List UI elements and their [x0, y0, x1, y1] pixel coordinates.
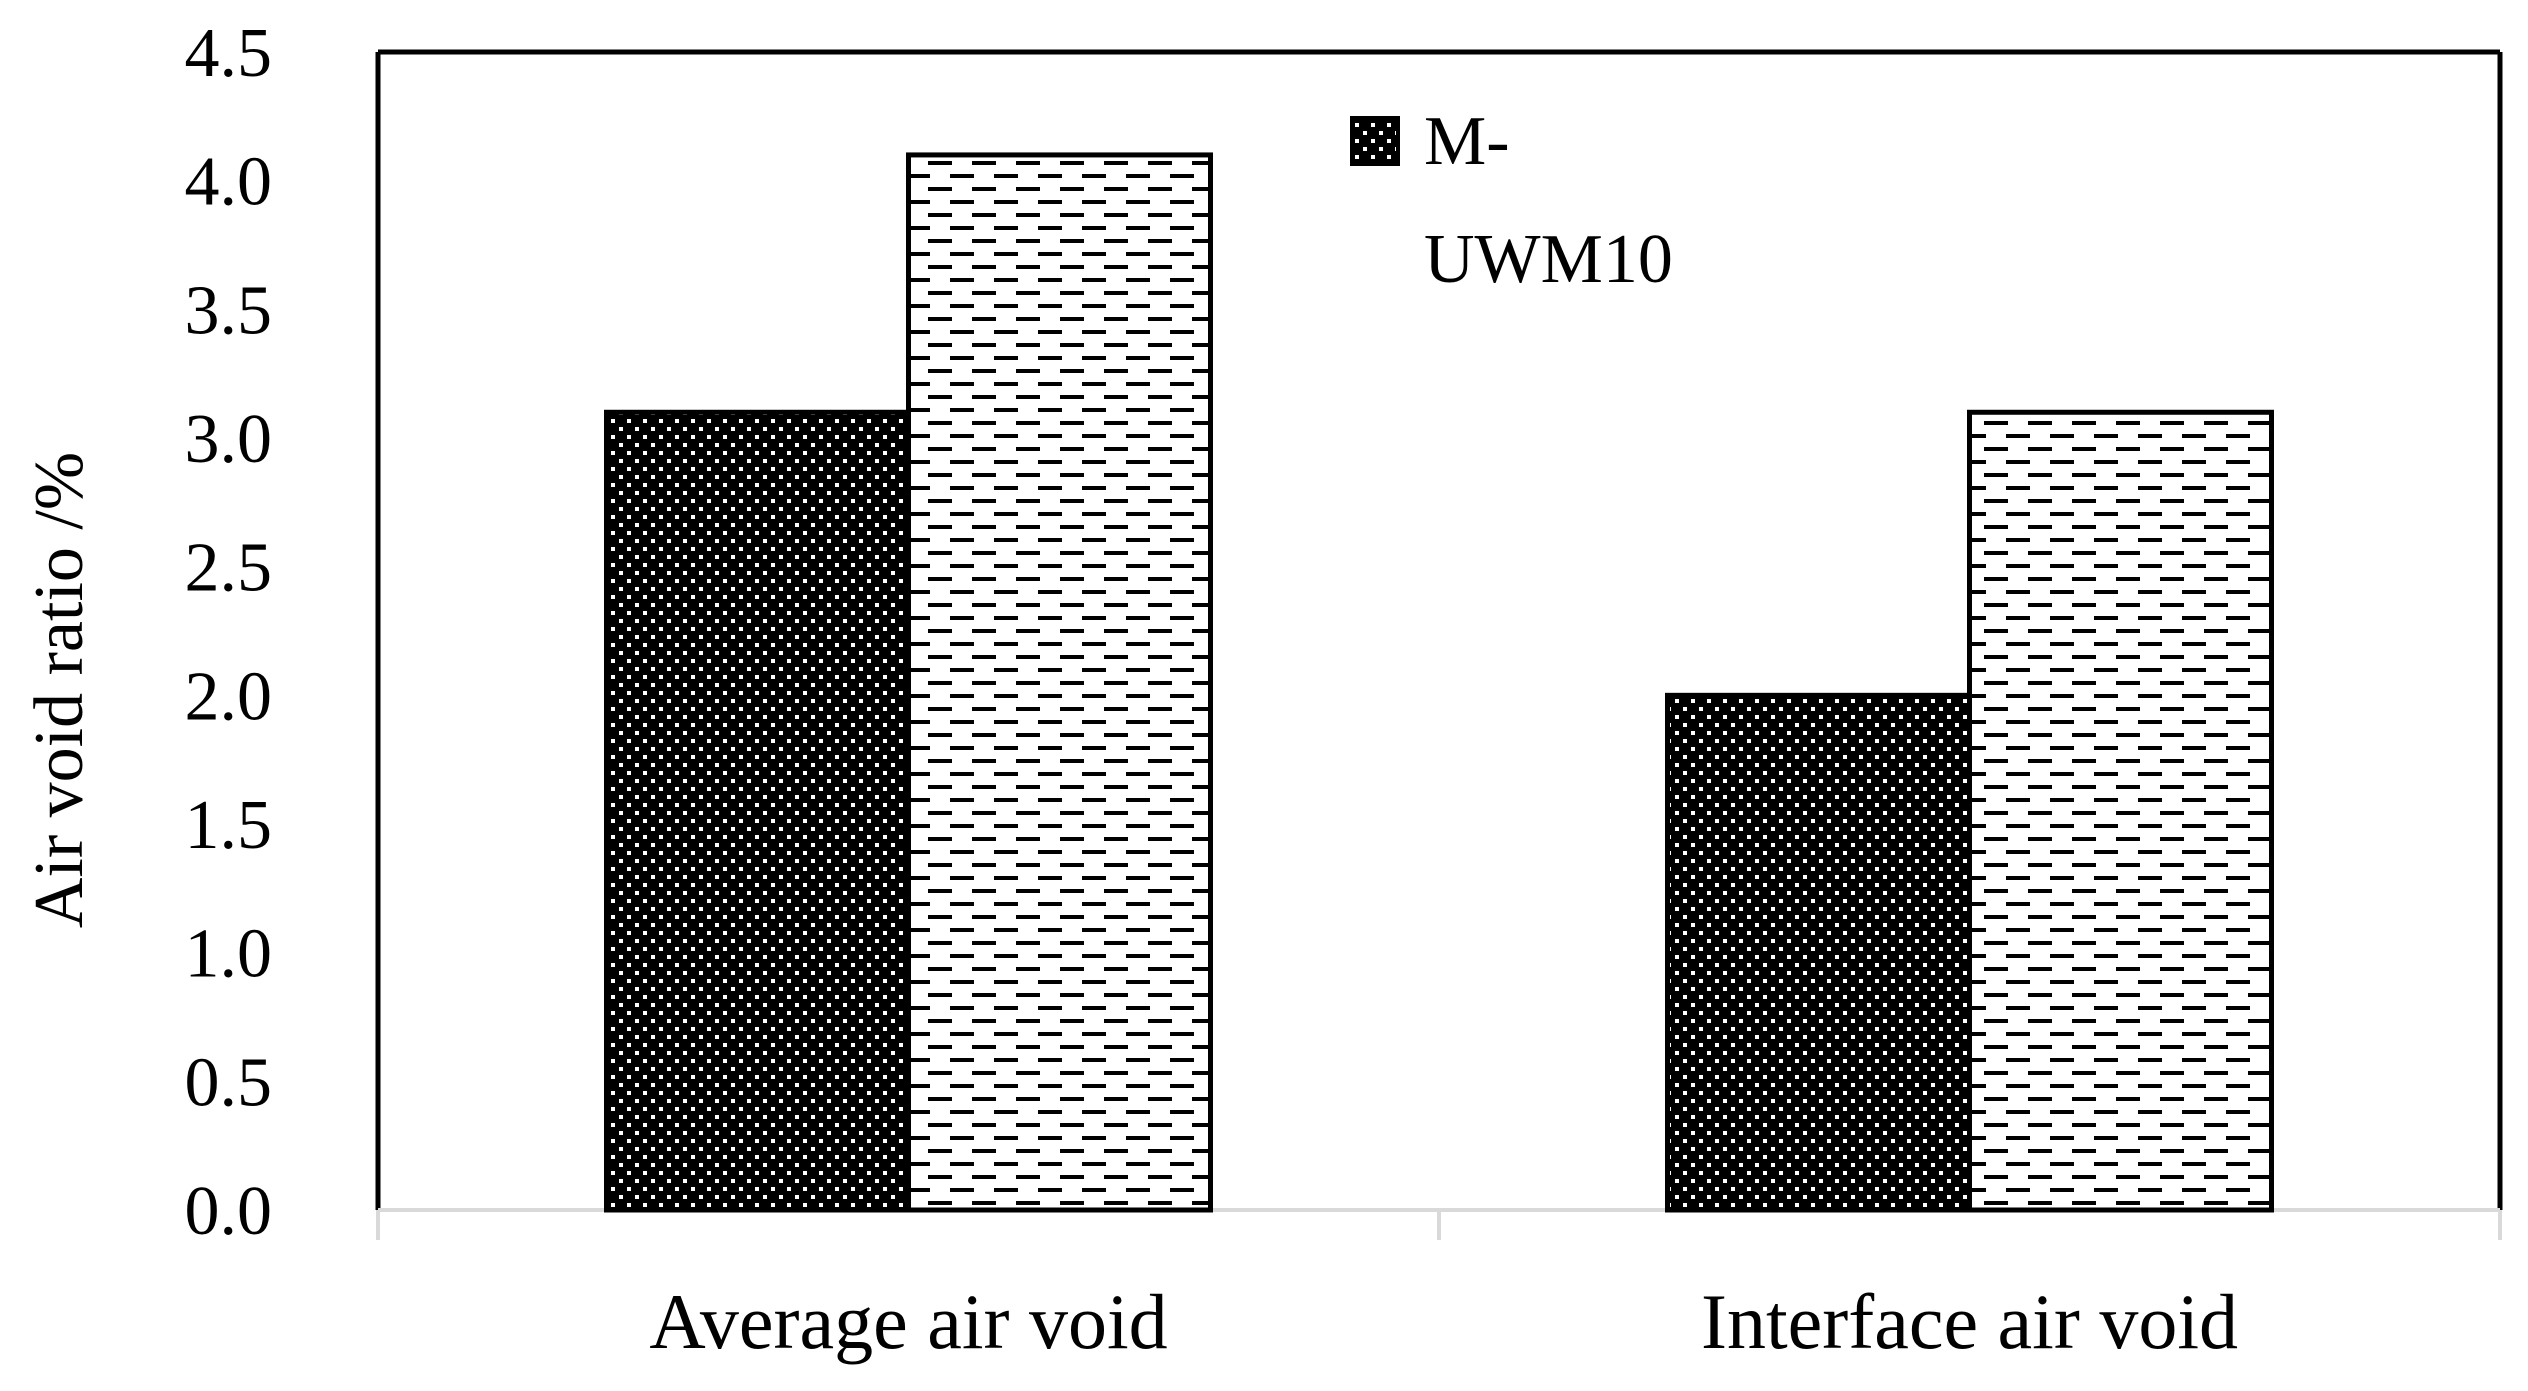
- y-tick-label: 3.0: [185, 401, 273, 478]
- y-axis-ticks: 0.0 0.5 1.0 1.5 2.0 2.5 3.0 3.5 4.0 4.5: [185, 15, 273, 1250]
- y-tick-label: 1.5: [185, 787, 273, 864]
- legend-swatch: [1350, 116, 1400, 166]
- legend-label-line-2: UWM10: [1424, 221, 1673, 298]
- bar-2-2: [1967, 409, 2274, 1213]
- y-tick-label: 4.0: [185, 144, 273, 221]
- legend: M- UWM10: [1350, 103, 1673, 298]
- y-axis-title: Air void ratio /%: [21, 452, 98, 928]
- bar-1-1: [604, 409, 911, 1213]
- bars-group: [604, 152, 2274, 1213]
- y-tick-label: 4.5: [185, 15, 273, 92]
- y-tick-label: 3.5: [185, 272, 273, 349]
- y-tick-label: 2.0: [185, 658, 273, 735]
- legend-label-line-1: M-: [1424, 103, 1510, 180]
- bar-1-2: [1665, 692, 1972, 1213]
- y-tick-label: 1.0: [185, 916, 273, 993]
- x-category-label: Interface air void: [1701, 1278, 2238, 1365]
- y-tick-label: 0.0: [185, 1173, 273, 1250]
- x-category-label: Average air void: [649, 1278, 1167, 1365]
- y-tick-label: 2.5: [185, 530, 273, 607]
- bar-2-1: [906, 152, 1213, 1213]
- y-tick-label: 0.5: [185, 1044, 273, 1121]
- x-axis-labels: Average air void Interface air void: [649, 1278, 2238, 1365]
